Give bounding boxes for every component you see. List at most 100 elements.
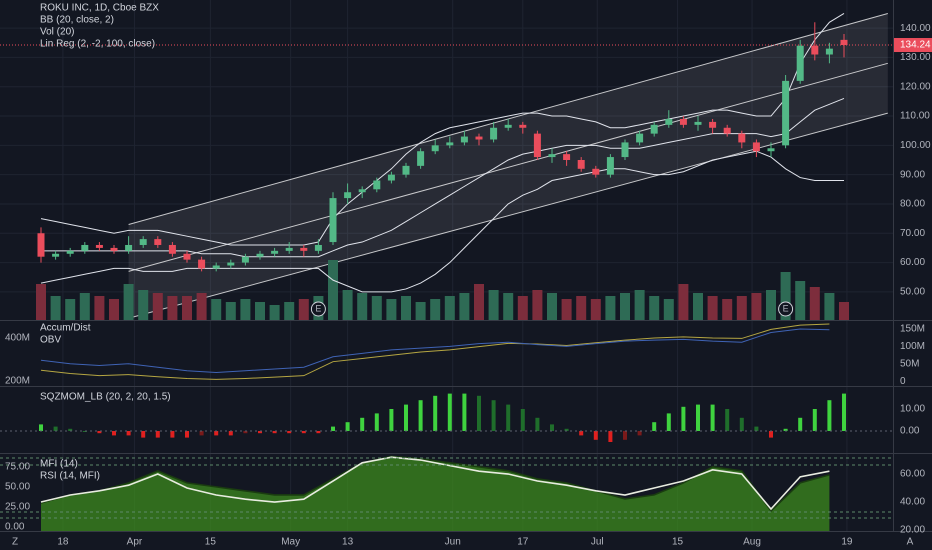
button[interactable]: Z — [12, 537, 18, 548]
volume-bar — [342, 290, 353, 320]
candle-body — [139, 239, 147, 245]
y-tick-label: 50.00 — [900, 287, 925, 298]
y-tick-label: 20.00 — [900, 525, 925, 536]
volume-bar — [663, 299, 674, 320]
candle-body — [563, 154, 571, 160]
candle-body — [825, 48, 833, 55]
y-tick-label: 130.00 — [900, 52, 931, 63]
candle-body — [592, 168, 600, 175]
momentum-bar — [637, 431, 642, 436]
candle-body — [344, 192, 352, 199]
candle-body — [198, 259, 206, 269]
momentum-bar — [564, 428, 569, 431]
candle-body — [504, 124, 512, 128]
series-line — [40, 328, 830, 373]
momentum-bar — [666, 413, 671, 431]
indicator-label: Lin Reg (2, -2, 100, close) — [40, 39, 155, 50]
candle-body — [110, 247, 118, 251]
candle-body — [577, 160, 585, 169]
momentum-bar — [112, 431, 116, 436]
candle-body — [694, 121, 702, 125]
volume-bar — [109, 299, 119, 320]
x-tick-label: 13 — [342, 537, 354, 548]
momentum-bar — [258, 431, 262, 434]
volume-bar — [79, 293, 90, 320]
momentum-bar — [827, 400, 832, 431]
volume-bar — [225, 302, 236, 320]
candle-body — [519, 124, 527, 128]
momentum-bar — [141, 431, 146, 438]
volume-bar — [269, 305, 280, 320]
volume-bar — [152, 293, 163, 320]
candle-body — [417, 151, 425, 166]
indicator-label: Vol (20) — [40, 27, 74, 38]
button[interactable]: A — [907, 537, 914, 548]
x-tick-label: 15 — [672, 537, 684, 548]
momentum-bar — [199, 431, 204, 436]
candle-body — [66, 250, 74, 254]
price-tag — [894, 38, 932, 53]
momentum-bar — [389, 409, 394, 431]
candle-body — [636, 133, 644, 143]
candle-body — [709, 121, 717, 128]
legend-entry: MFI (14) — [40, 459, 78, 470]
y-tick-label: 60.00 — [900, 257, 925, 268]
candle-body — [285, 247, 293, 251]
bollinger-lower — [40, 150, 844, 293]
volume-bar — [824, 293, 835, 320]
y-tick-label: 140.00 — [900, 23, 931, 34]
candle-body — [387, 174, 395, 181]
volume-bar — [809, 287, 820, 320]
grid — [0, 0, 893, 531]
volume-bar — [36, 284, 46, 320]
y-tick-label: 90.00 — [900, 169, 925, 180]
candle-body — [723, 127, 731, 134]
candle-body — [738, 133, 746, 143]
momentum-bar — [462, 393, 467, 431]
volume-bar — [517, 296, 528, 320]
momentum-bar — [608, 431, 613, 442]
y-tick-label: 10.00 — [900, 404, 925, 415]
momentum-bar — [185, 431, 189, 438]
x-tick-label: May — [281, 537, 300, 548]
momentum-bar — [593, 431, 598, 440]
momentum-bar — [725, 409, 730, 431]
candle-body — [446, 142, 454, 146]
y-tick-label: 75.00 — [5, 461, 30, 472]
momentum-bar — [301, 431, 306, 434]
momentum-bar — [316, 431, 321, 434]
momentum-bar — [696, 404, 700, 431]
volume-bar — [649, 296, 660, 320]
momentum-bar — [228, 431, 233, 436]
candle-body — [767, 148, 775, 152]
series-line — [40, 323, 830, 380]
momentum-bar — [331, 426, 335, 431]
volume-bar — [50, 296, 61, 320]
candle-body — [460, 136, 468, 143]
candle-body — [168, 244, 176, 254]
candle-body — [548, 154, 556, 158]
bollinger-upper — [40, 13, 845, 246]
momentum-bar — [126, 431, 131, 436]
volume-bar — [605, 296, 616, 320]
volume-bar — [401, 296, 411, 320]
series-line — [40, 456, 830, 511]
volume-bar — [459, 293, 470, 320]
candle-body — [314, 244, 322, 251]
candle-body — [490, 127, 498, 140]
volume-bar — [123, 284, 134, 320]
volume-bar — [547, 293, 557, 320]
candle-body — [431, 145, 439, 152]
volume-bar — [196, 293, 207, 320]
candle-body — [241, 256, 249, 263]
volume-bar — [722, 299, 733, 320]
volume-bar — [503, 293, 514, 320]
candle-body — [271, 250, 279, 254]
momentum-bar — [170, 431, 175, 438]
momentum-bar — [769, 431, 773, 438]
legend-entry: Accum/Dist — [40, 323, 91, 334]
volume-bar — [65, 299, 76, 320]
y-tick-label: 70.00 — [900, 228, 925, 239]
momentum-bar — [447, 393, 452, 431]
